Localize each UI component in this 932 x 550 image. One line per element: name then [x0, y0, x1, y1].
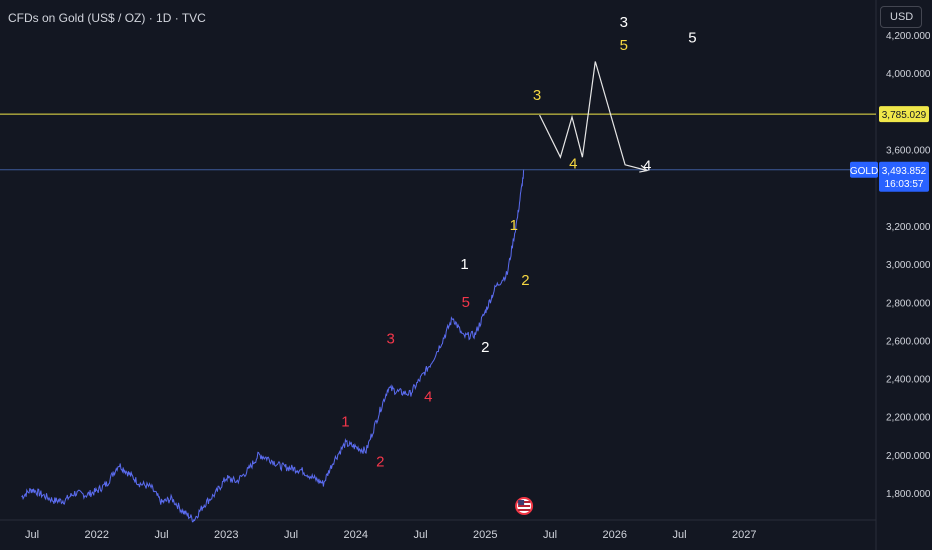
wave-label-red-2: 2 [376, 453, 384, 470]
x-tick-label: Jul [154, 529, 168, 541]
wave-label-white-4: 4 [643, 158, 651, 175]
countdown-label: 16:03:57 [885, 179, 924, 190]
wave-label-white-2: 2 [481, 339, 489, 356]
wave-label-red-4: 4 [424, 388, 432, 405]
x-tick-label: 2023 [214, 529, 238, 541]
resistance-price-label: 3,785.029 [882, 110, 927, 121]
y-tick-label: 2,400.000 [886, 375, 931, 386]
x-tick-label: Jul [413, 529, 427, 541]
wave-label-yellow-1: 1 [510, 217, 518, 234]
y-tick-label: 2,200.000 [886, 413, 931, 424]
y-tick-label: 1,800.000 [886, 489, 931, 500]
wave-label-red-1: 1 [341, 413, 349, 430]
x-tick-label: 2024 [344, 529, 368, 541]
current-price-label: 3,493.852 [882, 166, 927, 177]
x-tick-label: Jul [25, 529, 39, 541]
x-tick-label: Jul [543, 529, 557, 541]
y-tick-label: 2,600.000 [886, 336, 931, 347]
projection-path [539, 61, 648, 172]
flag-canton [518, 500, 525, 505]
chart-title: CFDs on Gold (US$ / OZ) · 1D · TVC [8, 11, 206, 25]
y-tick-label: 2,800.000 [886, 298, 931, 309]
currency-button[interactable]: USD [880, 6, 922, 28]
symbol-tag [850, 161, 878, 178]
wave-label-white-3: 3 [620, 14, 628, 31]
wave-label-yellow-2: 2 [521, 272, 529, 289]
wave-label-yellow-3: 3 [533, 87, 541, 104]
flag-stripe-3 [518, 509, 531, 511]
x-tick-label: 2027 [732, 529, 756, 541]
wave-label-red-5: 5 [462, 294, 470, 311]
x-tick-label: 2025 [473, 529, 497, 541]
projection-arrowhead [639, 164, 649, 173]
x-tick-label: Jul [672, 529, 686, 541]
symbol-tag-label: GOLD [850, 166, 878, 177]
x-tick-label: 2022 [85, 529, 109, 541]
wave-label-yellow-4: 4 [569, 156, 577, 173]
wave-label-red-3: 3 [387, 330, 395, 347]
flag-stripe-2 [518, 505, 531, 507]
y-tick-label: 4,000.000 [886, 69, 931, 80]
y-tick-label: 2,000.000 [886, 451, 931, 462]
current-price-tag [879, 161, 929, 192]
resistance-price-tag [879, 106, 929, 123]
y-tick-label: 3,200.000 [886, 222, 931, 233]
gold-price-line [21, 169, 525, 523]
wave-label-white-1: 1 [460, 256, 468, 273]
x-tick-label: 2026 [603, 529, 627, 541]
y-tick-label: 4,200.000 [886, 31, 931, 42]
y-tick-label: 3,000.000 [886, 260, 931, 271]
x-tick-label: Jul [284, 529, 298, 541]
y-tick-label: 3,600.000 [886, 146, 931, 157]
wave-label-white-5: 5 [688, 29, 696, 46]
wave-label-yellow-5: 5 [620, 37, 628, 54]
